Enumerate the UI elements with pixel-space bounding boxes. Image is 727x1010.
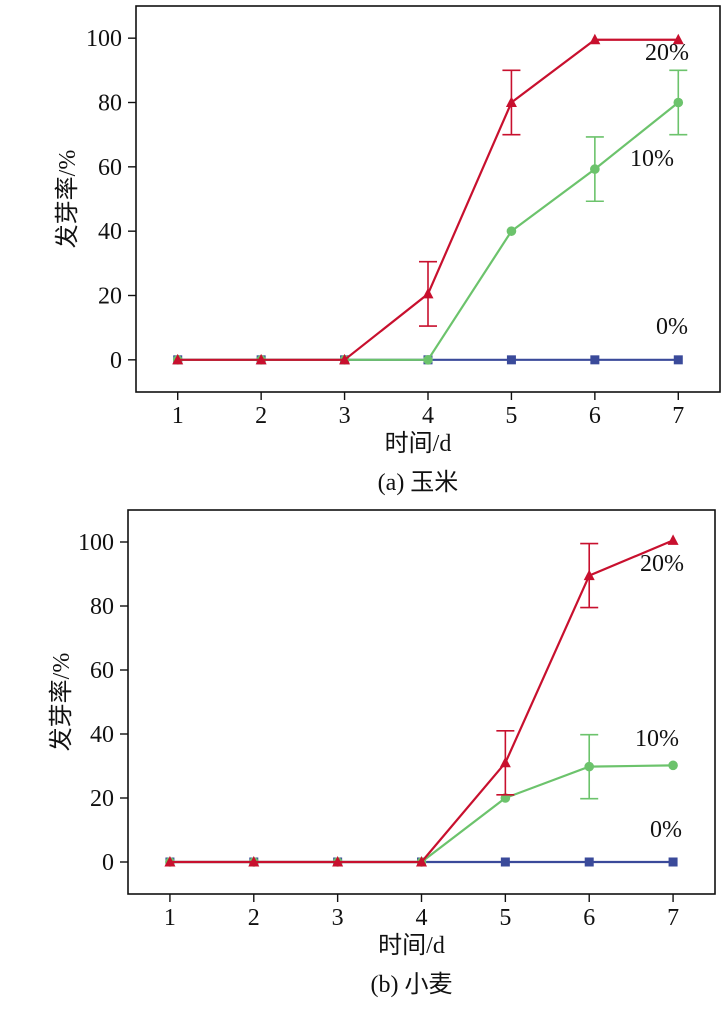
series-label-10pct: 10%	[635, 726, 679, 752]
data-point-10pct	[506, 226, 517, 236]
data-point-20pct	[422, 287, 434, 299]
y-tick-label: 60	[90, 658, 114, 684]
x-tick-label: 4	[422, 403, 434, 429]
y-tick-label: 100	[86, 26, 122, 52]
y-tick-label: 20	[98, 284, 122, 310]
chart-caption: (b) 小麦	[371, 971, 453, 998]
data-point-20pct	[164, 856, 176, 867]
x-tick-label: 7	[667, 905, 679, 931]
y-tick-label: 0	[110, 348, 122, 374]
data-point-0pct	[584, 857, 594, 867]
x-tick-label: 2	[248, 905, 260, 931]
data-point-20pct	[505, 96, 517, 107]
x-tick-label: 6	[583, 905, 595, 931]
data-point-20pct	[672, 33, 684, 45]
y-tick-label: 40	[90, 722, 114, 748]
chart-panel-a: 1 2 3 4 5 6 7 0 20 40 60 80 100 时间/d 发芽率/% (a) 玉米 0% 10% 2…	[54, 5, 721, 496]
data-point-0pct	[668, 857, 678, 867]
data-point-20pct	[172, 353, 184, 365]
data-point-10pct	[668, 760, 678, 771]
x-tick-label: 2	[255, 403, 267, 429]
y-tick-label: 40	[98, 219, 122, 245]
data-point-20pct	[667, 534, 679, 545]
series-label-0pct: 0%	[656, 314, 688, 340]
data-point-20pct	[583, 569, 595, 581]
x-tick-label: 1	[172, 403, 184, 429]
data-point-20pct	[589, 33, 601, 45]
data-point-10pct	[673, 97, 684, 108]
chart-b-svg: 1 2 3 4 5 6 7 0 20 40 60 80 100 时间/d 发芽率/% (b) 小麦 0% 10% 2…	[48, 509, 716, 998]
plot-frame	[135, 5, 721, 393]
data-point-0pct	[673, 355, 683, 365]
data-point-10pct	[584, 761, 595, 772]
x-axis-title: 时间/d	[385, 430, 452, 457]
chart-panel-b: 1 2 3 4 5 6 7 0 20 40 60 80 100 时间/d 发芽率/% (b) 小麦 0% 10% 2…	[0, 505, 727, 1010]
data-point-20pct	[339, 353, 351, 365]
data-point-20pct	[332, 856, 344, 867]
x-tick-label: 6	[589, 403, 601, 429]
plot-frame	[127, 509, 716, 895]
x-tick-label: 1	[164, 905, 176, 931]
y-axis-title: 发芽率/%	[48, 653, 75, 752]
y-axis-title: 发芽率/%	[54, 150, 81, 249]
series-line-20pct	[169, 539, 674, 864]
series-line-10pct	[169, 764, 674, 864]
series-label-0pct: 0%	[650, 817, 682, 843]
x-axis-title: 时间/d	[378, 932, 445, 959]
x-tick-label: 4	[416, 905, 428, 931]
data-point-0pct	[500, 857, 510, 867]
data-point-20pct	[416, 856, 427, 867]
series-label-20pct: 20%	[645, 40, 689, 66]
y-tick-label: 0	[102, 850, 114, 876]
x-tick-label: 5	[499, 905, 511, 931]
data-point-0pct	[506, 355, 516, 365]
data-point-20pct	[248, 856, 260, 867]
y-tick-label: 80	[90, 594, 114, 620]
y-tick-label: 60	[98, 155, 122, 181]
x-tick-label: 3	[339, 403, 351, 429]
x-tick-label: 3	[332, 905, 344, 931]
y-tick-label: 80	[98, 91, 122, 117]
data-point-10pct	[423, 355, 433, 365]
y-tick-label: 100	[78, 530, 114, 556]
x-tick-label: 5	[505, 403, 517, 429]
chart-caption: (a) 玉米	[378, 469, 459, 496]
series-label-20pct: 20%	[640, 551, 684, 577]
data-point-10pct	[590, 164, 600, 174]
data-point-20pct	[255, 353, 267, 365]
data-point-0pct	[590, 355, 600, 365]
chart-a-svg: 1 2 3 4 5 6 7 0 20 40 60 80 100 时间/d 发芽率/% (a) 玉米 0% 10% 2…	[54, 5, 721, 496]
series-label-10pct: 10%	[630, 146, 674, 172]
data-point-20pct	[499, 756, 511, 768]
x-tick-label: 7	[672, 403, 684, 429]
y-tick-label: 20	[90, 786, 114, 812]
